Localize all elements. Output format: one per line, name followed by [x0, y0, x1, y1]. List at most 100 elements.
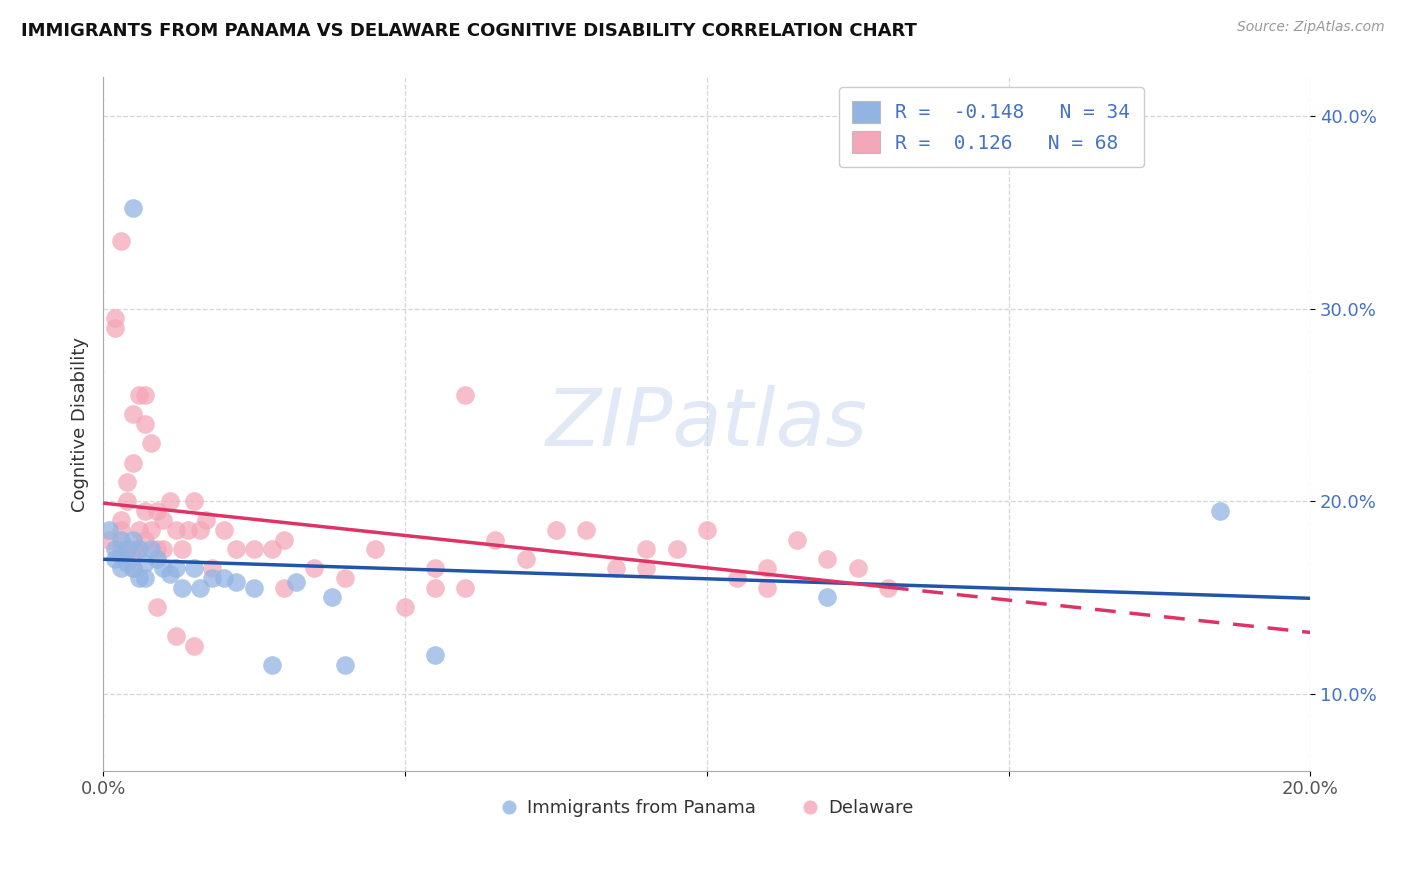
Point — [104, 311, 127, 326]
Y-axis label: Cognitive Disability: Cognitive Disability — [72, 336, 89, 512]
Point — [273, 581, 295, 595]
Point — [128, 571, 150, 585]
Point — [122, 456, 145, 470]
Point — [141, 436, 163, 450]
Point — [128, 523, 150, 537]
Point — [170, 542, 193, 557]
Point — [104, 542, 127, 557]
Point — [817, 591, 839, 605]
Point — [110, 513, 132, 527]
Point — [846, 561, 869, 575]
Point — [304, 561, 326, 575]
Point — [134, 504, 156, 518]
Point — [364, 542, 387, 557]
Point — [212, 571, 235, 585]
Point — [544, 523, 567, 537]
Point — [128, 542, 150, 557]
Point — [423, 561, 446, 575]
Point — [117, 494, 139, 508]
Point — [273, 533, 295, 547]
Point — [165, 629, 187, 643]
Point — [104, 320, 127, 334]
Point — [122, 408, 145, 422]
Point — [141, 523, 163, 537]
Point — [134, 388, 156, 402]
Point — [134, 571, 156, 585]
Point — [110, 533, 132, 547]
Point — [333, 657, 356, 672]
Point — [605, 561, 627, 575]
Point — [152, 561, 174, 575]
Point — [159, 494, 181, 508]
Point — [243, 542, 266, 557]
Point — [128, 542, 150, 557]
Point — [110, 542, 132, 557]
Point — [817, 552, 839, 566]
Point — [128, 388, 150, 402]
Point — [183, 561, 205, 575]
Point — [876, 581, 898, 595]
Point — [454, 388, 477, 402]
Point — [134, 533, 156, 547]
Point — [756, 581, 779, 595]
Point — [146, 504, 169, 518]
Point — [122, 542, 145, 557]
Point — [423, 648, 446, 662]
Point — [321, 591, 343, 605]
Point — [98, 523, 121, 537]
Point — [152, 542, 174, 557]
Point — [122, 561, 145, 575]
Point — [225, 574, 247, 589]
Point — [333, 571, 356, 585]
Point — [104, 552, 127, 566]
Point — [484, 533, 506, 547]
Point — [786, 533, 808, 547]
Point — [159, 567, 181, 582]
Point — [725, 571, 748, 585]
Point — [183, 639, 205, 653]
Point — [262, 542, 284, 557]
Point — [201, 571, 224, 585]
Text: ZIPatlas: ZIPatlas — [546, 385, 868, 463]
Point — [117, 542, 139, 557]
Point — [122, 561, 145, 575]
Point — [117, 475, 139, 489]
Point — [575, 523, 598, 537]
Point — [454, 581, 477, 595]
Point — [285, 574, 308, 589]
Point — [636, 542, 658, 557]
Point — [110, 548, 132, 562]
Point — [117, 542, 139, 557]
Point — [515, 552, 537, 566]
Legend: Immigrants from Panama, Delaware: Immigrants from Panama, Delaware — [492, 791, 921, 824]
Point — [212, 523, 235, 537]
Point — [122, 533, 145, 547]
Point — [122, 202, 145, 216]
Point — [152, 513, 174, 527]
Point — [165, 523, 187, 537]
Point — [110, 234, 132, 248]
Point — [262, 657, 284, 672]
Text: Source: ZipAtlas.com: Source: ZipAtlas.com — [1237, 20, 1385, 34]
Point — [146, 552, 169, 566]
Point — [141, 542, 163, 557]
Point — [1209, 504, 1232, 518]
Point — [170, 581, 193, 595]
Point — [394, 600, 416, 615]
Point — [134, 556, 156, 570]
Text: IMMIGRANTS FROM PANAMA VS DELAWARE COGNITIVE DISABILITY CORRELATION CHART: IMMIGRANTS FROM PANAMA VS DELAWARE COGNI… — [21, 22, 917, 40]
Point — [225, 542, 247, 557]
Point — [134, 417, 156, 431]
Point — [201, 561, 224, 575]
Point — [146, 600, 169, 615]
Point — [243, 581, 266, 595]
Point — [183, 494, 205, 508]
Point — [176, 523, 198, 537]
Point — [696, 523, 718, 537]
Point — [98, 533, 121, 547]
Point — [756, 561, 779, 575]
Point — [110, 523, 132, 537]
Point — [636, 561, 658, 575]
Point — [146, 542, 169, 557]
Point — [117, 556, 139, 570]
